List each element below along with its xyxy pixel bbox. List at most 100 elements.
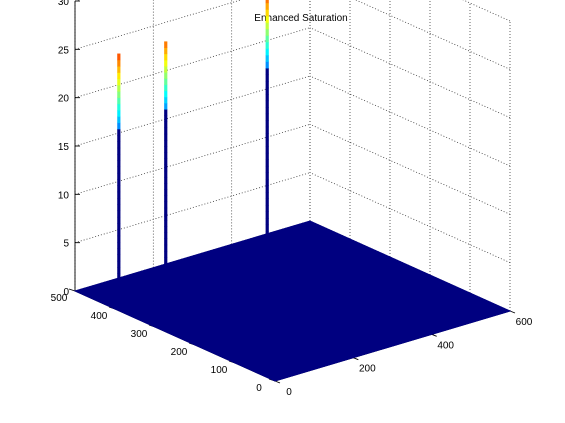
spike-segment xyxy=(164,133,168,141)
spike-segment xyxy=(117,292,121,299)
grid-line xyxy=(74,123,311,195)
spike-segment xyxy=(117,242,121,249)
spike-segment xyxy=(117,185,121,193)
spike-segment xyxy=(117,84,121,92)
spike-segment xyxy=(117,191,121,199)
spike-segment xyxy=(117,128,121,136)
spike-segment xyxy=(164,220,168,227)
spike-segment xyxy=(164,164,168,172)
z-tick-label: 25 xyxy=(58,45,70,56)
spike-segment xyxy=(265,133,269,141)
spike-segment xyxy=(117,179,121,186)
spike-segment xyxy=(265,0,269,4)
spike-segment xyxy=(265,165,269,173)
spike-segment xyxy=(164,115,168,122)
spike-segment xyxy=(117,135,121,142)
spike-segment xyxy=(117,254,121,262)
spike-segment xyxy=(265,178,269,186)
spike-segment xyxy=(117,223,121,230)
y-tick-label: 0 xyxy=(256,383,262,394)
spike-segment xyxy=(164,90,168,98)
spike-segment xyxy=(265,22,269,30)
grid-line xyxy=(354,0,511,70)
grid-line xyxy=(74,27,311,99)
spike-segment xyxy=(164,201,168,209)
spike-segment xyxy=(164,263,168,270)
surface-base xyxy=(73,220,512,382)
spike-segment xyxy=(265,237,269,245)
surface-spike xyxy=(164,41,168,289)
spike-segment xyxy=(164,226,168,233)
x-tick-label: 400 xyxy=(437,340,454,351)
spike-segment xyxy=(164,170,168,178)
spike-segment xyxy=(265,126,269,134)
spike-segment xyxy=(265,48,269,56)
spike-segment xyxy=(117,91,121,98)
spike-segment xyxy=(117,210,121,218)
surface-spike xyxy=(265,0,269,245)
spike-segment xyxy=(164,72,168,79)
spike-segment xyxy=(164,195,168,203)
z-tick-label: 15 xyxy=(58,142,70,153)
spike-segment xyxy=(265,94,269,102)
spike-segment xyxy=(164,127,168,135)
x-tick-mark xyxy=(431,333,437,337)
spike-segment xyxy=(265,159,269,167)
z-tick-label: 30 xyxy=(58,0,70,8)
spike-segment xyxy=(117,172,121,180)
grid-line xyxy=(309,75,511,167)
spike-segment xyxy=(117,216,121,224)
y-tick-mark xyxy=(68,288,76,292)
spike-segment xyxy=(164,103,168,110)
spike-segment xyxy=(265,41,269,49)
grid-line xyxy=(462,0,511,22)
grid-line xyxy=(74,75,311,147)
spike-segment xyxy=(117,273,121,281)
spike-segment xyxy=(117,72,121,80)
spike-segment xyxy=(117,97,121,105)
spike-segment xyxy=(117,260,121,268)
spike-segment xyxy=(117,204,121,212)
spike-segment xyxy=(164,250,168,258)
surface-spikes xyxy=(117,0,269,306)
spike-segment xyxy=(117,154,121,161)
x-tick-mark xyxy=(509,310,516,314)
spike-segment xyxy=(164,96,168,104)
spike-segment xyxy=(117,59,121,67)
x-tick-label: 0 xyxy=(286,387,292,398)
x-tick-mark xyxy=(353,357,359,361)
spike-segment xyxy=(164,207,168,215)
z-tick-label: 5 xyxy=(63,239,69,250)
spike-segment xyxy=(265,224,269,232)
surface-spike xyxy=(117,53,121,306)
spike-segment xyxy=(117,198,121,205)
spike-segment xyxy=(117,298,121,306)
spike-segment xyxy=(117,122,121,130)
y-tick-label: 300 xyxy=(131,329,148,340)
grid-line xyxy=(309,27,511,119)
spike-segment xyxy=(164,238,168,246)
spike-segment xyxy=(164,275,168,283)
spike-segment xyxy=(265,185,269,193)
spike-segment xyxy=(117,279,121,287)
grid-line xyxy=(309,172,511,264)
x-tick-label: 600 xyxy=(516,317,533,328)
spike-segment xyxy=(265,35,269,43)
surface-floor xyxy=(73,220,512,382)
grid-line xyxy=(74,172,311,244)
spike-segment xyxy=(164,152,168,159)
spike-segment xyxy=(164,78,168,85)
spike-segment xyxy=(164,84,168,92)
y-tick-label: 200 xyxy=(171,347,188,358)
spike-segment xyxy=(164,66,168,73)
spike-segment xyxy=(164,109,168,116)
spike-segment xyxy=(265,28,269,36)
y-tick-label: 400 xyxy=(91,311,108,322)
spike-segment xyxy=(117,286,121,293)
z-tick-label: 20 xyxy=(58,94,70,105)
spike-segment xyxy=(265,81,269,89)
spike-segment xyxy=(265,2,269,10)
y-tick-label: 500 xyxy=(51,293,68,304)
spike-segment xyxy=(164,146,168,153)
